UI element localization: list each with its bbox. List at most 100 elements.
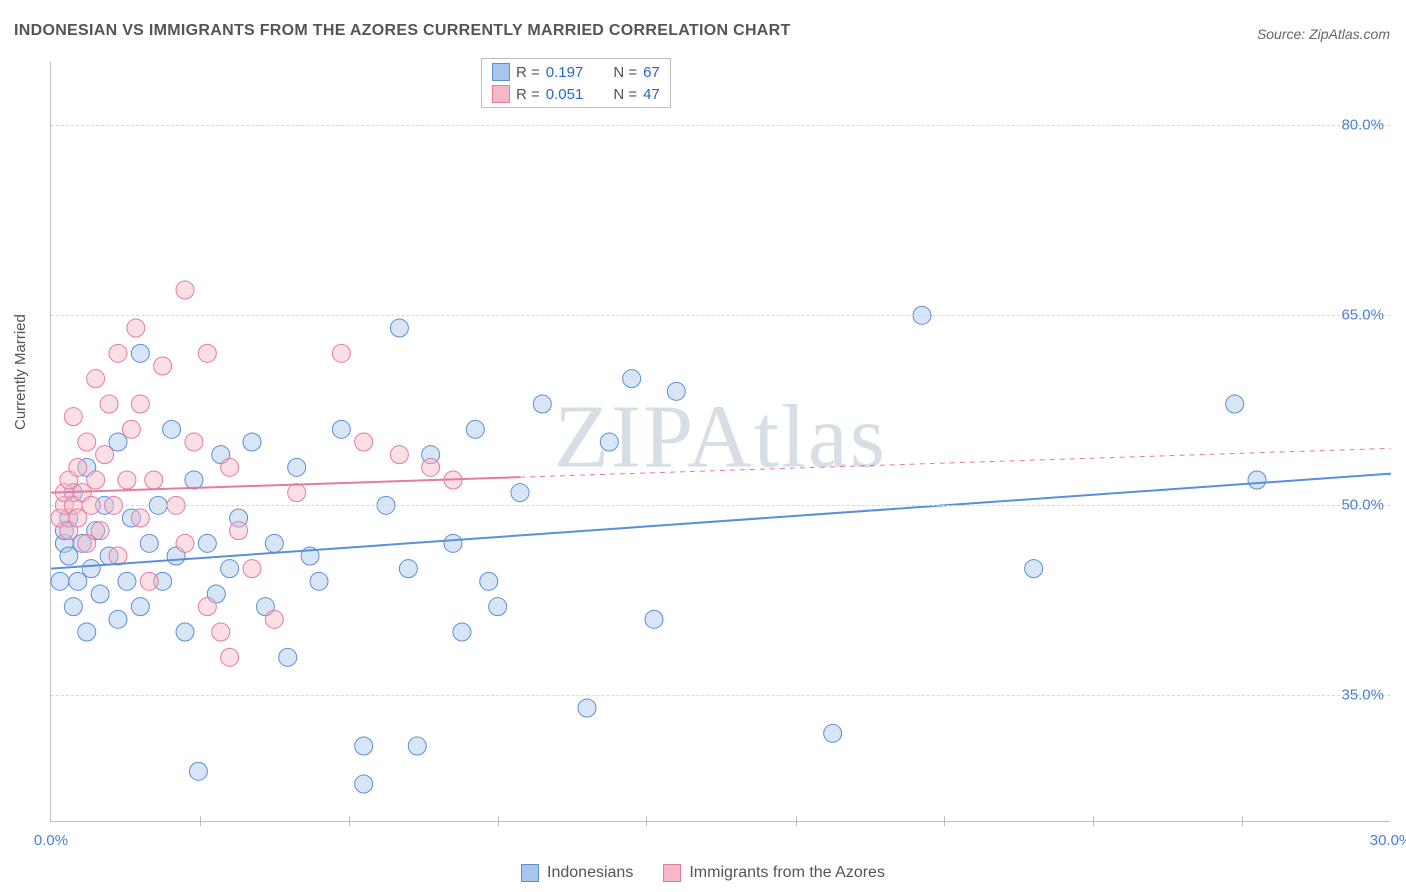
data-point — [332, 420, 350, 438]
n-label: N = — [613, 86, 637, 103]
data-point — [87, 471, 105, 489]
data-point — [221, 458, 239, 476]
data-point — [1248, 471, 1266, 489]
data-point — [390, 446, 408, 464]
data-point — [176, 281, 194, 299]
data-point — [1226, 395, 1244, 413]
data-point — [131, 344, 149, 362]
data-point — [444, 534, 462, 552]
data-point — [145, 471, 163, 489]
chart-source: Source: ZipAtlas.com — [1257, 26, 1390, 42]
data-point — [185, 471, 203, 489]
r-label: R = — [516, 86, 540, 103]
data-point — [480, 572, 498, 590]
data-point — [1025, 560, 1043, 578]
data-point — [127, 319, 145, 337]
legend-label-2: Immigrants from the Azores — [689, 864, 885, 882]
data-point — [265, 610, 283, 628]
data-point — [118, 572, 136, 590]
bottom-legend: Indonesians Immigrants from the Azores — [521, 864, 885, 882]
gridline-horizontal — [51, 505, 1390, 506]
data-point — [51, 572, 69, 590]
data-point — [453, 623, 471, 641]
data-point — [288, 484, 306, 502]
swatch-blue — [521, 864, 539, 882]
data-point — [96, 446, 114, 464]
plot-area: ZIPAtlas R = 0.197N = 67R = 0.051N = 47 … — [50, 62, 1390, 822]
data-point — [390, 319, 408, 337]
data-point — [87, 370, 105, 388]
data-point — [230, 522, 248, 540]
data-point — [109, 610, 127, 628]
x-minor-tick — [944, 816, 945, 826]
data-point — [212, 623, 230, 641]
n-value: 47 — [643, 86, 660, 103]
data-point — [69, 572, 87, 590]
scatter-svg — [51, 62, 1391, 822]
y-tick-label: 65.0% — [1341, 307, 1384, 324]
stats-legend-row: R = 0.197 N = 67 — [492, 63, 660, 81]
data-point — [131, 598, 149, 616]
legend-label-1: Indonesians — [547, 864, 633, 882]
data-point — [355, 775, 373, 793]
data-point — [265, 534, 283, 552]
data-point — [122, 420, 140, 438]
stats-legend-row: R = 0.051 N = 47 — [492, 85, 660, 103]
data-point — [355, 737, 373, 755]
swatch-icon — [492, 85, 510, 103]
data-point — [100, 395, 118, 413]
y-tick-label: 80.0% — [1341, 117, 1384, 134]
data-point — [279, 648, 297, 666]
data-point — [355, 433, 373, 451]
data-point — [109, 344, 127, 362]
data-point — [176, 623, 194, 641]
data-point — [78, 433, 96, 451]
data-point — [140, 534, 158, 552]
data-point — [78, 534, 96, 552]
swatch-pink — [663, 864, 681, 882]
r-value: 0.051 — [546, 86, 584, 103]
data-point — [243, 433, 261, 451]
x-tick-label: 30.0% — [1370, 832, 1406, 849]
data-point — [69, 458, 87, 476]
data-point — [109, 433, 127, 451]
data-point — [185, 433, 203, 451]
data-point — [332, 344, 350, 362]
x-minor-tick — [498, 816, 499, 826]
data-point — [511, 484, 529, 502]
data-point — [422, 458, 440, 476]
data-point — [533, 395, 551, 413]
data-point — [140, 572, 158, 590]
r-label: R = — [516, 64, 540, 81]
data-point — [489, 598, 507, 616]
n-label: N = — [613, 64, 637, 81]
y-tick-label: 50.0% — [1341, 497, 1384, 514]
gridline-horizontal — [51, 315, 1390, 316]
data-point — [600, 433, 618, 451]
y-tick-label: 35.0% — [1341, 687, 1384, 704]
legend-item-azores: Immigrants from the Azores — [663, 864, 885, 882]
data-point — [198, 344, 216, 362]
data-point — [60, 547, 78, 565]
data-point — [109, 547, 127, 565]
data-point — [578, 699, 596, 717]
data-point — [64, 598, 82, 616]
data-point — [408, 737, 426, 755]
data-point — [198, 598, 216, 616]
n-value: 67 — [643, 64, 660, 81]
gridline-horizontal — [51, 125, 1390, 126]
x-minor-tick — [200, 816, 201, 826]
x-minor-tick — [1093, 816, 1094, 826]
data-point — [163, 420, 181, 438]
data-point — [310, 572, 328, 590]
data-point — [189, 762, 207, 780]
data-point — [154, 357, 172, 375]
data-point — [198, 534, 216, 552]
swatch-icon — [492, 63, 510, 81]
data-point — [131, 509, 149, 527]
x-tick-label: 0.0% — [34, 832, 68, 849]
data-point — [645, 610, 663, 628]
gridline-horizontal — [51, 695, 1390, 696]
data-point — [288, 458, 306, 476]
r-value: 0.197 — [546, 64, 584, 81]
